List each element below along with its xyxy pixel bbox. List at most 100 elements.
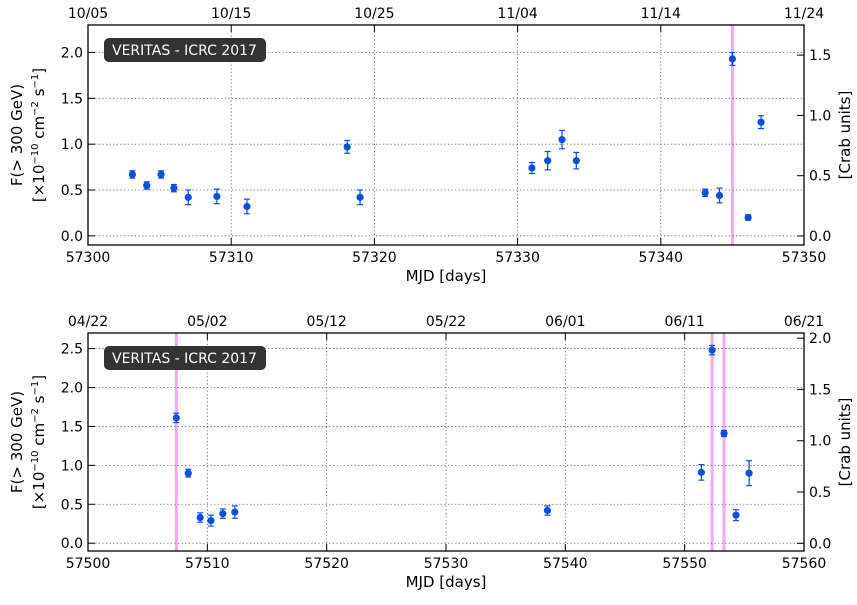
data-point [356,189,364,206]
data-marker [558,135,566,144]
y-tick-label: 0.0 [61,229,83,245]
y2-tick-label: 1.0 [809,434,831,450]
x-tick-label: 57350 [782,250,827,266]
y-tick-label: 0.0 [61,536,83,552]
y-tick-label: 0.5 [61,497,83,513]
y-axis-label-units: [×10−10 cm−2 s−1] [30,68,48,202]
data-marker [356,193,364,201]
data-point [720,429,728,438]
x-tick-label: 57560 [782,556,827,572]
data-point [184,468,192,478]
top-date-tick-label: 05/12 [306,314,346,330]
x-tick-label: 57550 [662,556,707,572]
data-marker [744,213,752,222]
y2-tick-label: 1.5 [809,48,831,64]
y-tick-label: 1.0 [61,137,83,153]
data-marker [720,429,728,438]
data-point [701,188,709,198]
plot-frame [87,24,805,246]
y2-tick-label: 0.5 [809,485,831,501]
data-marker [243,202,251,211]
top-date-tick-label: 10/15 [211,6,251,22]
y2-tick-label: 0.0 [809,229,831,245]
data-marker [184,469,192,477]
y-axis-label: F(> 300 GeV) [×10−10 cm−2 s−1] [8,68,48,202]
data-point [128,170,136,179]
badge-background [104,38,266,62]
data-point [544,150,552,171]
y-tick-label: 1.0 [61,458,83,474]
x-tick-label: 57340 [639,250,684,266]
data-marker [207,517,215,525]
data-marker [543,506,552,515]
data-marker [701,189,709,197]
data-point [196,512,204,523]
data-point [728,51,737,66]
data-point [170,183,178,193]
data-point [143,181,151,190]
data-marker [170,184,178,192]
x-tick-label: 57520 [304,556,349,572]
data-point [528,161,536,175]
y2-tick-label: 1.0 [809,108,831,124]
data-point [243,198,251,215]
x-tick-label: 57310 [209,250,254,266]
y2-tick-label: 2.0 [809,331,831,347]
data-marker [231,508,239,516]
data-point [213,188,221,205]
data-point [343,139,351,154]
y-tick-label: 0.5 [61,183,83,199]
x-tick-label: 57300 [66,250,111,266]
data-marker [184,193,192,201]
data-marker [745,469,753,477]
light-curve-panel-spring: 57500 57510 57520 57530 57540 57550 57560 04/22… [8,314,854,591]
data-point [697,463,705,481]
top-date-tick-label: 05/02 [187,314,227,330]
y2-tick-label: 0.5 [809,169,831,185]
axis-ticks: 57500 57510 57520 57530 57540 57550 57560 04/22… [61,314,832,572]
data-point [744,213,752,222]
y-axis-label: F(> 300 GeV) [×10−10 cm−2 s−1] [8,375,48,509]
data-points [128,51,765,222]
y2-tick-label: 0.0 [809,536,831,552]
data-marker [196,513,204,522]
badge-background [104,346,266,370]
y-tick-label: 2.0 [61,381,83,397]
y-tick-label: 1.5 [61,419,83,435]
top-date-tick-label: 06/11 [664,314,704,330]
data-point [715,187,724,204]
y-tick-label: 1.5 [61,91,83,107]
legend-badge: VERITAS - ICRC 2017 [104,38,266,62]
data-point [757,115,765,130]
data-point [184,189,192,206]
data-marker [213,192,221,201]
data-point [732,509,740,522]
data-point [207,514,215,527]
axis-ticks: 57300 57310 57320 57330 57340 57350 10/05 10/15… [61,6,832,266]
top-date-tick-label: 06/01 [545,314,585,330]
data-marker [528,164,536,172]
data-marker [544,157,552,165]
x-tick-label: 57540 [543,556,588,572]
y-tick-label: 2.5 [61,342,83,358]
data-marker [157,170,165,179]
x-tick-label: 57530 [424,556,469,572]
data-marker [715,191,724,200]
top-date-tick-label: 10/05 [68,6,108,22]
data-marker [732,511,740,519]
y-axis-label-line1: F(> 300 GeV) [8,84,26,186]
top-date-tick-label: 10/25 [354,6,394,22]
data-marker [343,143,351,151]
data-point [231,505,239,519]
top-date-tick-label: 11/14 [641,6,681,22]
data-marker [143,181,151,190]
data-marker [728,55,737,63]
data-point [157,170,165,179]
x-tick-label: 57320 [352,250,397,266]
y2-axis-label: [Crab units] [836,398,854,487]
data-marker [172,414,180,422]
top-date-tick-label: 11/04 [497,6,537,22]
y2-tick-label: 1.5 [809,382,831,398]
y2-axis-label: [Crab units] [836,91,854,180]
data-point [172,412,180,424]
